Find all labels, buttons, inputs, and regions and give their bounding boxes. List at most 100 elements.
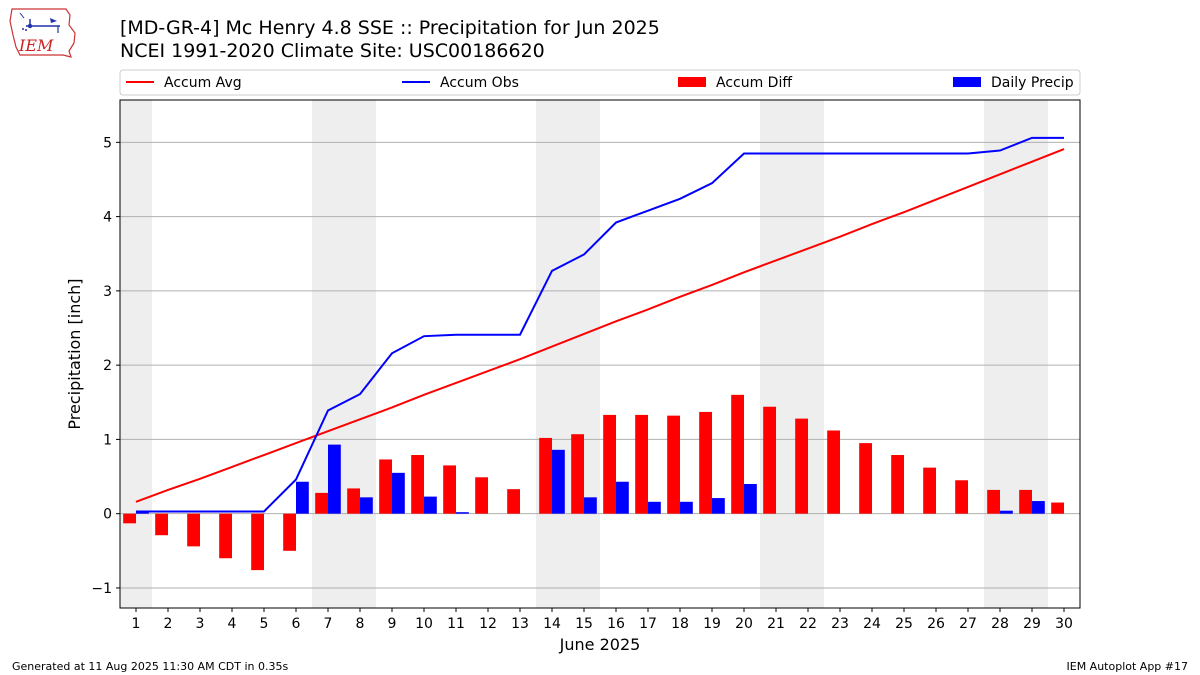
plot-frame — [119, 99, 1081, 609]
accum-diff-bar — [891, 455, 904, 514]
accum-diff-bar — [475, 477, 488, 514]
daily-precip-bar — [616, 481, 629, 514]
daily-precip-bar — [648, 501, 661, 514]
accum-diff-bar — [1051, 502, 1064, 514]
legend-accum-obs-label: Accum Obs — [440, 75, 519, 91]
x-tick-label: 6 — [292, 616, 301, 632]
y-tick-label: 2 — [103, 358, 112, 374]
legend-daily-precip-swatch — [953, 77, 981, 87]
daily-precip-bar — [296, 481, 309, 514]
accum-obs-line — [136, 136, 1064, 513]
accum-diff-bar — [699, 411, 712, 514]
accum-diff-bar — [955, 480, 968, 514]
weekend-shade — [312, 100, 344, 608]
legend: Accum Avg Accum Obs Accum Diff Daily Precip — [119, 69, 1081, 96]
accum-diff-bar — [795, 418, 808, 514]
accum-diff-bar — [251, 513, 264, 571]
daily-precip-bar — [552, 449, 565, 514]
legend-accum-diff-swatch — [678, 77, 706, 87]
accum-diff-bar — [667, 415, 680, 514]
accum-diff-bar — [923, 467, 936, 514]
accum-diff-bar — [635, 414, 648, 514]
x-tick-label: 11 — [447, 616, 465, 632]
x-tick-label: 10 — [415, 616, 433, 632]
weekend-shade — [120, 100, 152, 608]
y-tick-label: 5 — [103, 135, 112, 151]
daily-precip-bar — [328, 444, 341, 514]
accum-diff-bar — [315, 492, 328, 514]
x-tick-label: 5 — [260, 616, 269, 632]
accum-diff-bar — [827, 430, 840, 514]
weekend-shade — [344, 100, 376, 608]
x-tick-label: 24 — [863, 616, 881, 632]
x-tick-label: 15 — [575, 616, 593, 632]
chart-title: [MD-GR-4] Mc Henry 4.8 SSE :: Precipitat… — [120, 17, 660, 39]
accum-diff-bar — [443, 465, 456, 514]
x-tick-label: 2 — [164, 616, 173, 632]
accum-diff-bar — [219, 513, 232, 559]
daily-precip-bar — [392, 472, 405, 514]
x-tick-label: 19 — [703, 616, 721, 632]
legend-accum-diff-label: Accum Diff — [716, 75, 792, 91]
x-tick-label: 29 — [1023, 616, 1041, 632]
accum-diff-bar — [155, 513, 168, 536]
footer-app: IEM Autoplot App #17 — [1066, 660, 1189, 673]
legend-accum-avg-label: Accum Avg — [164, 75, 242, 91]
daily-precip-bar — [680, 501, 693, 514]
x-axis-label: June 2025 — [559, 635, 641, 654]
x-tick-label: 16 — [607, 616, 625, 632]
x-tick-label: 17 — [639, 616, 657, 632]
x-tick-label: 22 — [799, 616, 817, 632]
daily-precip-bar — [424, 496, 437, 514]
accum-diff-bar — [187, 513, 200, 547]
accum-diff-bar — [987, 489, 1000, 514]
weekend-shade — [536, 100, 568, 608]
accum-avg-line — [135, 148, 1065, 503]
x-tick-label: 9 — [388, 616, 397, 632]
y-tick-label: 0 — [103, 507, 112, 523]
footer-generated: Generated at 11 Aug 2025 11:30 AM CDT in… — [12, 660, 289, 673]
x-tick-label: 21 — [767, 616, 785, 632]
weekend-shade — [760, 100, 792, 608]
accum-diff-bar — [859, 443, 872, 514]
x-tick-label: 27 — [959, 616, 977, 632]
accum-diff-bar — [763, 406, 776, 514]
accum-diff-bar — [123, 513, 136, 524]
x-tick-label: 13 — [511, 616, 529, 632]
accum-diff-bar — [411, 455, 424, 514]
accum-diff-bar — [347, 488, 360, 514]
x-tick-label: 28 — [991, 616, 1009, 632]
y-tick-label: −1 — [91, 581, 112, 597]
legend-daily-precip-label: Daily Precip — [991, 75, 1074, 91]
x-tick-label: 12 — [479, 616, 497, 632]
x-tick-label: 3 — [196, 616, 205, 632]
y-tick-label: 3 — [103, 284, 112, 300]
x-tick-label: 8 — [356, 616, 365, 632]
weekend-shade — [1016, 100, 1048, 608]
accum-diff-bar — [539, 437, 552, 514]
y-axis-label: Precipitation [inch] — [65, 278, 84, 429]
y-tick-label: 1 — [103, 432, 112, 448]
daily-precip-bar — [1032, 501, 1045, 514]
x-tick-label: 7 — [324, 616, 333, 632]
x-tick-label: 23 — [831, 616, 849, 632]
accum-diff-bar — [731, 394, 744, 514]
x-tick-label: 1 — [132, 616, 141, 632]
accum-diff-bar — [379, 459, 392, 514]
x-tick-label: 30 — [1055, 616, 1073, 632]
weekend-shade — [792, 100, 824, 608]
accum-diff-bar — [283, 513, 296, 551]
daily-precip-bar — [136, 511, 149, 514]
weekend-shade — [984, 100, 1016, 608]
logo-text: IEM — [18, 36, 54, 55]
daily-precip-bar — [712, 498, 725, 514]
chart-subtitle: NCEI 1991-2020 Climate Site: USC00186620 — [120, 40, 545, 62]
accum-diff-bar — [571, 434, 584, 514]
daily-precip-bar — [456, 512, 469, 514]
x-tick-label: 20 — [735, 616, 753, 632]
iem-logo: IEM — [9, 8, 76, 58]
x-tick-label: 18 — [671, 616, 689, 632]
legend-box — [119, 69, 1081, 96]
